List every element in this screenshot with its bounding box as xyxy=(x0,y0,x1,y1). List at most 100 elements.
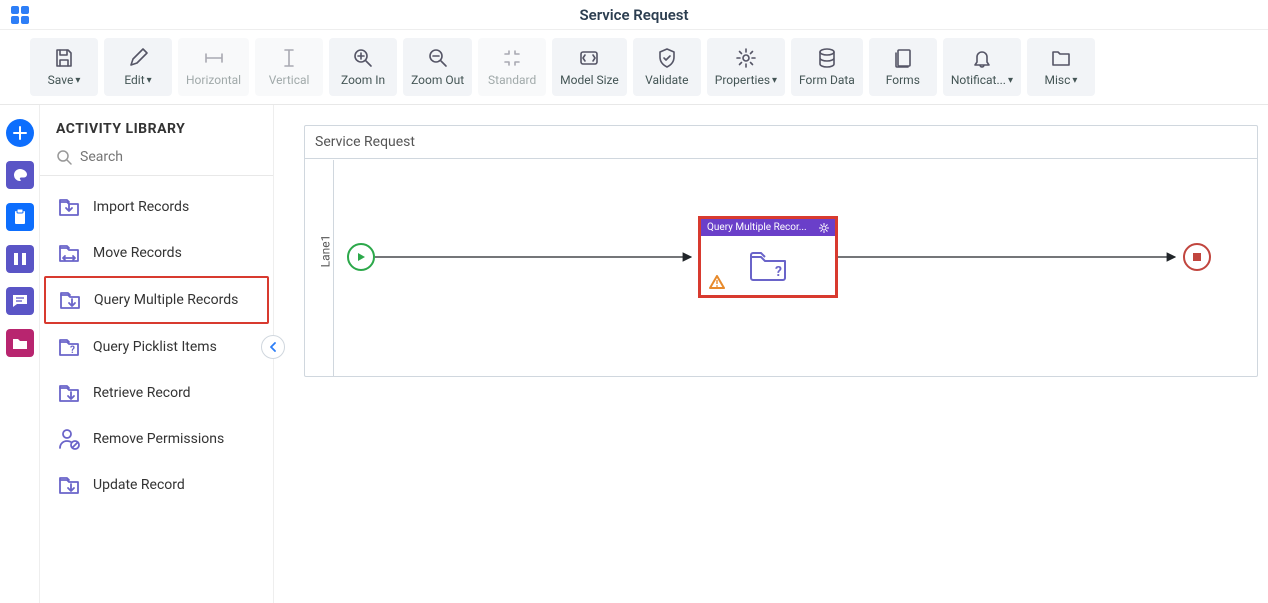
process-canvas[interactable]: Service Request Lane1 Query Multiple Rec… xyxy=(304,125,1258,377)
library-search-row xyxy=(40,145,273,176)
formdata-icon xyxy=(816,47,838,69)
rail-folder-button[interactable] xyxy=(6,329,34,357)
chevron-down-icon: ▾ xyxy=(75,75,80,86)
library-item-label: Move Records xyxy=(93,245,182,261)
toolbar-forms-button[interactable]: Forms xyxy=(869,38,937,96)
activity-node-body: ? xyxy=(701,236,835,295)
rail-add-button[interactable] xyxy=(6,119,34,147)
activity-node-query-multiple-records[interactable]: Query Multiple Recor... ? xyxy=(698,216,838,298)
activity-library-panel: ACTIVITY LIBRARY Import RecordsMove Reco… xyxy=(40,105,274,603)
main-area: ACTIVITY LIBRARY Import RecordsMove Reco… xyxy=(0,105,1268,603)
library-search-input[interactable] xyxy=(80,149,258,165)
toolbar-modelsize-label: Model Size xyxy=(560,73,619,87)
toolbar-standard-button: Standard xyxy=(478,38,546,96)
library-item-label: Remove Permissions xyxy=(93,431,224,447)
canvas-wrap: Service Request Lane1 Query Multiple Rec… xyxy=(274,105,1268,603)
toolbar-horizontal-label: Horizontal xyxy=(186,73,241,87)
lane-label[interactable]: Lane1 xyxy=(318,235,332,268)
library-list: Import Records Move Records Query Multiple… xyxy=(40,176,273,516)
start-node[interactable] xyxy=(347,243,375,271)
misc-icon xyxy=(1050,47,1072,69)
toolbar-save-label: Save ▾ xyxy=(48,73,81,87)
querymulti-icon xyxy=(58,288,82,312)
connector-start-to-activity xyxy=(375,250,699,264)
page-title: Service Request xyxy=(40,6,1228,24)
rail-chat-button[interactable] xyxy=(6,287,34,315)
warning-icon xyxy=(709,275,725,289)
horizontal-icon xyxy=(203,47,225,69)
removeperm-icon xyxy=(57,427,81,451)
app-logo[interactable] xyxy=(0,6,40,24)
toolbar-notif-label: Notificat... ▾ xyxy=(951,73,1013,87)
chevron-down-icon: ▾ xyxy=(772,75,777,86)
library-item-label: Query Picklist Items xyxy=(93,339,217,355)
import-icon xyxy=(57,195,81,219)
search-icon xyxy=(56,149,72,165)
toolbar-edit-button[interactable]: Edit ▾ xyxy=(104,38,172,96)
library-item-import[interactable]: Import Records xyxy=(44,184,269,230)
toolbar-zoomout-button[interactable]: Zoom Out xyxy=(403,38,472,96)
toolbar-formdata-label: Form Data xyxy=(799,73,855,87)
retrieve-icon xyxy=(57,381,81,405)
toolbar-validate-label: Validate xyxy=(645,73,688,87)
toolbar-validate-button[interactable]: Validate xyxy=(633,38,701,96)
rail-clipboard-button[interactable] xyxy=(6,203,34,231)
chevron-down-icon: ▾ xyxy=(147,75,152,86)
toolbar: Save ▾ Edit ▾ Horizontal Vertical Zoom In Zoo… xyxy=(0,30,1268,105)
toolbar-vertical-button: Vertical xyxy=(255,38,323,96)
modelsize-icon xyxy=(578,47,600,69)
library-item-label: Retrieve Record xyxy=(93,385,191,401)
standard-icon xyxy=(501,47,523,69)
toolbar-formdata-button[interactable]: Form Data xyxy=(791,38,863,96)
folder-question-icon: ? xyxy=(749,251,787,281)
toolbar-zoomin-button[interactable]: Zoom In xyxy=(329,38,397,96)
vertical-icon xyxy=(278,47,300,69)
toolbar-modelsize-button[interactable]: Model Size xyxy=(552,38,627,96)
toolbar-edit-label: Edit ▾ xyxy=(124,73,151,87)
toolbar-horizontal-button: Horizontal xyxy=(178,38,249,96)
lane-divider xyxy=(333,160,334,376)
toolbar-misc-label: Misc ▾ xyxy=(1045,73,1078,87)
library-item-label: Import Records xyxy=(93,199,189,215)
edit-icon xyxy=(127,47,149,69)
properties-icon xyxy=(735,47,757,69)
toolbar-properties-label: Properties ▾ xyxy=(715,73,777,87)
svg-text:?: ? xyxy=(775,264,782,280)
library-item-update[interactable]: Update Record xyxy=(44,462,269,508)
gear-icon[interactable] xyxy=(819,223,829,233)
rail-columns-button[interactable] xyxy=(6,245,34,273)
library-item-removeperm[interactable]: Remove Permissions xyxy=(44,416,269,462)
chevron-down-icon: ▾ xyxy=(1072,75,1077,86)
library-item-label: Query Multiple Records xyxy=(94,292,238,308)
activity-node-header: Query Multiple Recor... xyxy=(701,219,835,236)
toolbar-vertical-label: Vertical xyxy=(269,73,310,87)
end-node[interactable] xyxy=(1183,243,1211,271)
library-item-retrieve[interactable]: Retrieve Record xyxy=(44,370,269,416)
save-icon xyxy=(53,47,75,69)
zoomin-icon xyxy=(352,47,374,69)
update-icon xyxy=(57,473,81,497)
canvas-title: Service Request xyxy=(305,126,1257,159)
toolbar-properties-button[interactable]: Properties ▾ xyxy=(707,38,785,96)
zoomout-icon xyxy=(427,47,449,69)
toolbar-zoomin-label: Zoom In xyxy=(341,73,385,87)
toolbar-misc-button[interactable]: Misc ▾ xyxy=(1027,38,1095,96)
chevron-down-icon: ▾ xyxy=(1008,75,1013,86)
connector-activity-to-end xyxy=(837,250,1183,264)
library-item-querypick[interactable]: ? Query Picklist Items xyxy=(44,324,269,370)
toolbar-standard-label: Standard xyxy=(488,73,536,87)
left-rail xyxy=(0,105,40,603)
move-icon xyxy=(57,241,81,265)
toolbar-forms-label: Forms xyxy=(886,73,920,87)
toolbar-save-button[interactable]: Save ▾ xyxy=(30,38,98,96)
toolbar-zoomout-label: Zoom Out xyxy=(411,73,464,87)
library-item-querymulti[interactable]: Query Multiple Records xyxy=(44,276,269,324)
rail-palette-button[interactable] xyxy=(6,161,34,189)
library-item-label: Update Record xyxy=(93,477,185,493)
collapse-library-button[interactable] xyxy=(261,335,285,359)
app-header: Service Request xyxy=(0,0,1268,30)
toolbar-notif-button[interactable]: Notificat... ▾ xyxy=(943,38,1021,96)
library-item-move[interactable]: Move Records xyxy=(44,230,269,276)
svg-text:?: ? xyxy=(70,345,75,356)
notif-icon xyxy=(971,47,993,69)
